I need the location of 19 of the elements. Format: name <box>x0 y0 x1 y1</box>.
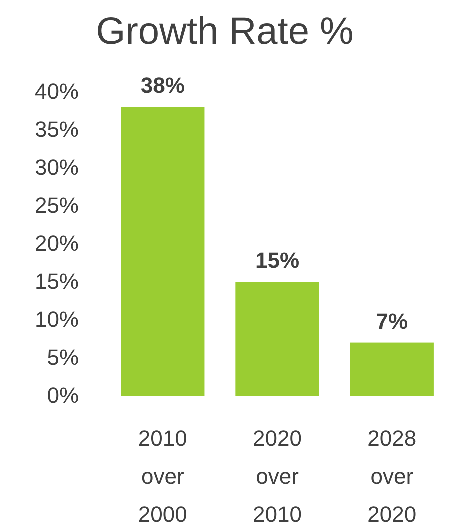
bar <box>121 107 205 396</box>
y-tick-label: 40% <box>34 79 79 104</box>
x-tick-label: 2020 over 2010 <box>253 426 302 525</box>
y-tick-label: 35% <box>34 117 79 142</box>
data-label: 15% <box>255 248 300 273</box>
y-tick-label: 0% <box>47 383 79 408</box>
bar <box>236 282 320 396</box>
y-tick-label: 20% <box>34 231 79 256</box>
y-tick-label: 10% <box>34 307 79 332</box>
y-tick-label: 15% <box>34 269 79 294</box>
x-tick-label: 2028 over 2020 <box>368 426 417 525</box>
bar <box>350 342 434 396</box>
chart-title: Growth Rate % <box>96 11 354 53</box>
y-tick-label: 30% <box>34 155 79 180</box>
data-label: 7% <box>376 308 408 334</box>
x-tick-label: 2010 over 2000 <box>138 426 188 525</box>
y-tick-label: 5% <box>47 345 79 370</box>
data-label: 38% <box>140 73 185 98</box>
y-tick-label: 25% <box>34 193 79 218</box>
